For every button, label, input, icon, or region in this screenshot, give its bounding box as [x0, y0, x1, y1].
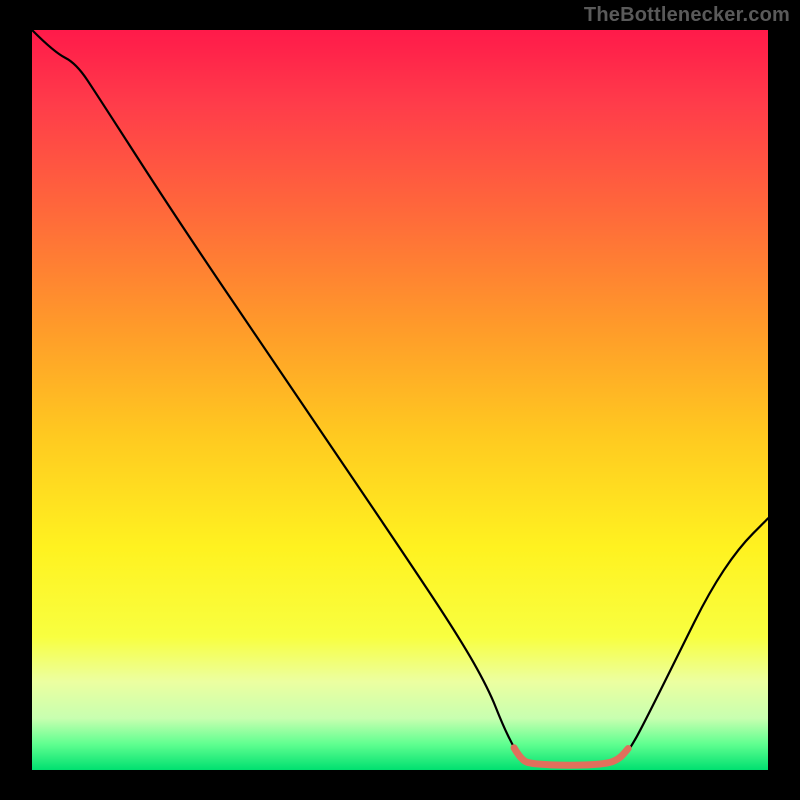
- bottleneck-curve: [32, 30, 768, 766]
- plot-area: [32, 30, 768, 770]
- watermark-text: TheBottlenecker.com: [584, 4, 790, 27]
- chart-canvas: TheBottlenecker.com: [0, 0, 800, 800]
- curve-layer: [32, 30, 768, 770]
- sweet-spot-highlight: [514, 748, 628, 765]
